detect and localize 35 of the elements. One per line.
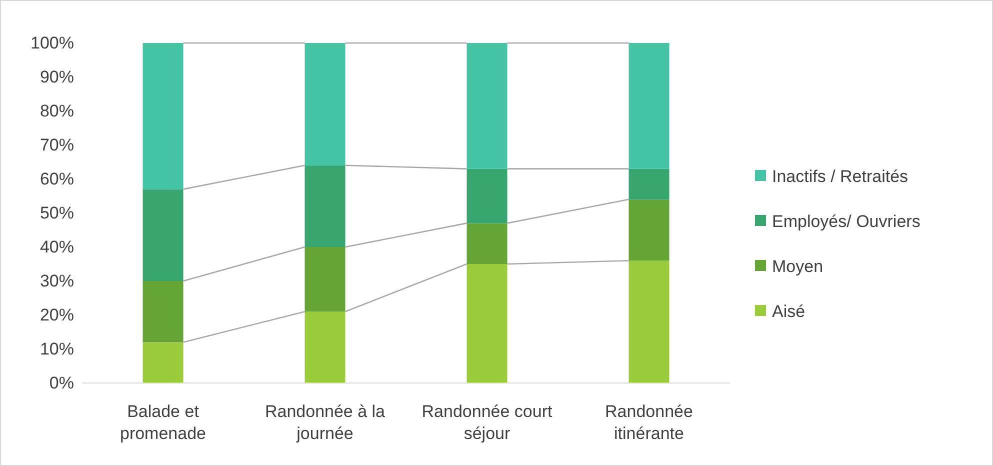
bar <box>628 168 670 200</box>
bar <box>466 264 508 383</box>
y-tick-label: 20% <box>40 305 74 324</box>
bar <box>466 223 508 264</box>
y-tick-label: 80% <box>40 101 74 120</box>
bar <box>142 189 184 281</box>
legend-label: Aisé <box>772 302 806 321</box>
bar <box>628 43 670 169</box>
y-tick-label: 0% <box>49 373 74 392</box>
bar <box>304 312 346 383</box>
y-tick-label: 30% <box>40 271 74 290</box>
x-tick-label: Balade et promenade <box>120 402 206 444</box>
x-tick-label: Randonnée court séjour <box>422 402 552 444</box>
legend-label: Moyen <box>772 257 824 276</box>
bar <box>304 43 346 166</box>
y-tick-label: 70% <box>40 135 74 154</box>
y-tick-label: 10% <box>40 339 74 358</box>
bar <box>142 43 184 190</box>
bar <box>304 247 346 312</box>
legend-label: Employés/ Ouvriers <box>772 212 920 231</box>
y-tick-label: 100% <box>30 33 74 52</box>
legend-label: Inactifs / Retraités <box>772 167 908 186</box>
y-tick-label: 50% <box>40 203 74 222</box>
y-tick-label: 40% <box>40 237 74 256</box>
bar <box>466 168 508 224</box>
bar <box>142 342 184 383</box>
bar <box>466 43 508 169</box>
bar <box>142 281 184 342</box>
bar <box>628 199 670 261</box>
x-tick-label: Randonnée itinérante <box>605 402 693 444</box>
bar <box>304 165 346 247</box>
y-tick-label: 60% <box>40 169 74 188</box>
x-tick-label: Randonnée à la journée <box>264 402 386 444</box>
bar <box>628 260 670 383</box>
y-tick-label: 90% <box>40 67 74 86</box>
